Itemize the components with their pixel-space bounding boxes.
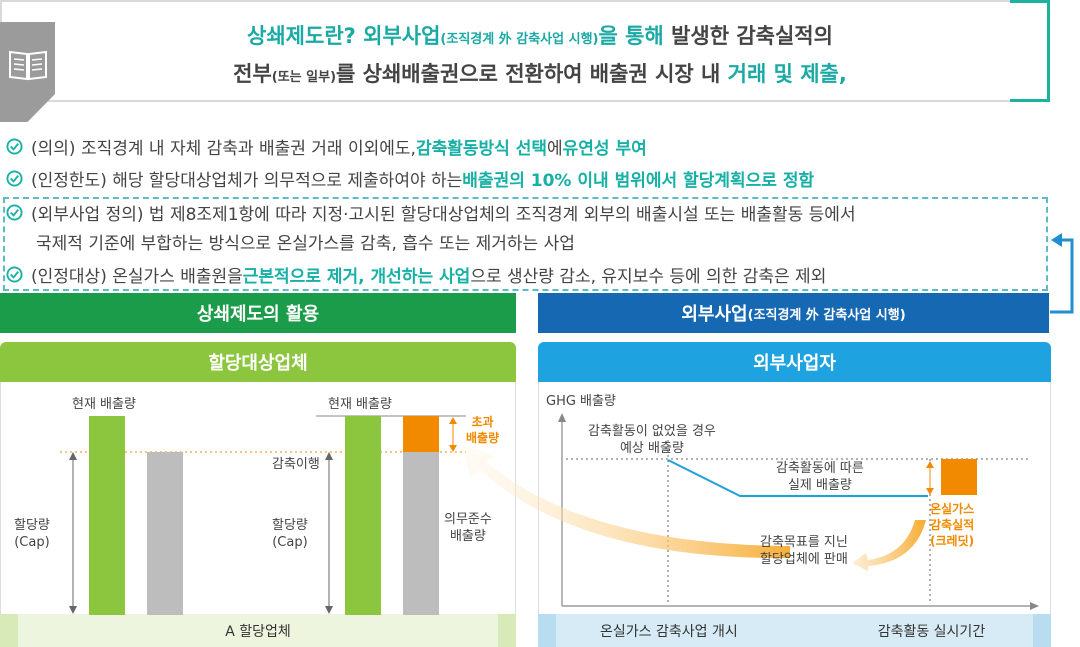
label-current-emission-2: 현재 배출량 [328, 397, 392, 412]
check-text: (인정한도) 해당 할당대상업체가 의무적으로 제출하여야 하는 [31, 170, 463, 191]
check-highlight: 감축활동방식 선택 [415, 138, 547, 159]
check-text: (인정대상) 온실가스 배출원을 [31, 266, 243, 287]
footer-edge [0, 614, 18, 647]
footer-edge [538, 614, 556, 647]
check-item-limit: (인정한도) 해당 할당대상업체가 의무적으로 제출하여야 하는 배출권의 10… [6, 164, 814, 192]
banner-line-2: 전부(또는 일부)를 상쇄배출권으로 전환하여 배출권 시장 내 거래 및 제출… [60, 58, 1020, 88]
footer-label-start: 온실가스 감축사업 개시 [600, 623, 738, 640]
banner-2b: 를 상쇄배출권으로 전환하여 배출권 시장 내 [336, 62, 728, 86]
banner-2a: 전부 [233, 62, 272, 86]
panel-title-allocated: 할당대상업체 [0, 342, 516, 382]
label-compliance: 의무준수 배출량 [444, 512, 492, 544]
check-highlight: 배출권의 10% 이내 범위에서 할당계획으로 정함 [462, 170, 815, 191]
check-text: (외부사업 정의) 법 제8조제1항에 따라 지정·고시된 할당대상업체의 조직… [31, 204, 856, 225]
check-item-eligibility: (인정대상) 온실가스 배출원을 근본적으로 제거, 개선하는 사업 으로 생산량… [6, 260, 826, 288]
section-external-project: 외부사업 (조직경계 外 감축사업 시행) [538, 293, 1049, 333]
check-item-definition: (외부사업 정의) 법 제8조제1항에 따라 지정·고시된 할당대상업체의 조직… [6, 198, 856, 226]
banner-2c: 거래 및 제출, [727, 62, 847, 86]
footer-right: 온실가스 감축사업 개시 감축활동 실시기간 [538, 614, 1051, 647]
banner-line-1: 상쇄제도란? 외부사업(조직경계 外 감축사업 시행)을 통해 발생한 감축실적… [60, 20, 1020, 50]
panel-title: 할당대상업체 [208, 353, 308, 374]
label-cap: 할당량 (Cap) [14, 518, 50, 550]
panel-body-right [538, 382, 1051, 614]
section-offset-usage: 상쇄제도의 활용 [0, 293, 516, 333]
banner-1c: 발생한 감축실적의 [663, 24, 833, 48]
check-item-definition-cont: 국제적 기준에 부합하는 방식으로 온실가스를 감축, 흡수 또는 제거하는 사… [36, 227, 575, 255]
check-circle-icon [6, 203, 23, 221]
check-item-significance: (의의) 조직경계 내 자체 감축과 배출권 거래 이외에도, 감축활동방식 선… [6, 132, 647, 160]
check-text: 에 [546, 138, 563, 159]
check-circle-icon [6, 265, 23, 283]
check-circle-icon [6, 137, 23, 155]
check-text: 으로 생산량 감소, 유지보수 등에 의한 감축은 제외 [470, 266, 827, 287]
footer-edge [1033, 614, 1051, 647]
connector-arrow [1050, 238, 1074, 314]
book-icon [9, 50, 47, 81]
section-title-small: (조직경계 外 감축사업 시행) [747, 307, 906, 323]
banner-1-small: (조직경계 外 감축사업 시행) [440, 32, 599, 47]
check-text: 국제적 기준에 부합하는 방식으로 온실가스를 감축, 흡수 또는 제거하는 사… [36, 233, 575, 254]
check-highlight: 유연성 부여 [562, 138, 647, 159]
check-circle-icon [6, 169, 23, 187]
definition-dashed-box [3, 197, 1048, 291]
banner-accent-frame [1010, 0, 1050, 102]
footer-label: A 할당업체 [225, 623, 291, 640]
label-excess: 초과 배출량 [466, 415, 500, 445]
label-actual: 감축활동에 따른 실제 배출량 [776, 461, 864, 493]
section-title: 상쇄제도의 활용 [196, 304, 320, 325]
panel-body-left [0, 382, 516, 614]
label-credit: 온실가스 감축실적 (크레딧) [930, 502, 975, 548]
check-highlight: 근본적으로 제거, 개선하는 사업 [242, 266, 471, 287]
label-expected: 감축활동이 없었을 경우 예상 배출량 [588, 424, 716, 456]
label-reduction: 감축이행 [272, 457, 320, 472]
footer-left: A 할당업체 [0, 614, 516, 647]
footer-label-period: 감축활동 실시기간 [877, 623, 986, 640]
footer-edge [498, 614, 516, 647]
banner-2-small: (또는 일부) [271, 70, 337, 85]
label-current-emission: 현재 배출량 [72, 397, 136, 412]
label-cap-2: 할당량 (Cap) [272, 518, 308, 550]
banner-1b: 을 통해 [598, 24, 664, 48]
label-sell: 감축목표를 지닌 할당업체에 판매 [760, 535, 848, 567]
check-text: (의의) 조직경계 내 자체 감축과 배출권 거래 이외에도, [31, 138, 416, 159]
panel-title: 외부사업자 [753, 353, 836, 374]
panel-title-external: 외부사업자 [538, 342, 1051, 382]
section-title: 외부사업 [681, 304, 748, 325]
label-ghg: GHG 배출량 [546, 394, 616, 409]
banner-1a: 상쇄제도란? 외부사업 [247, 24, 441, 48]
header-banner [0, 0, 1050, 102]
